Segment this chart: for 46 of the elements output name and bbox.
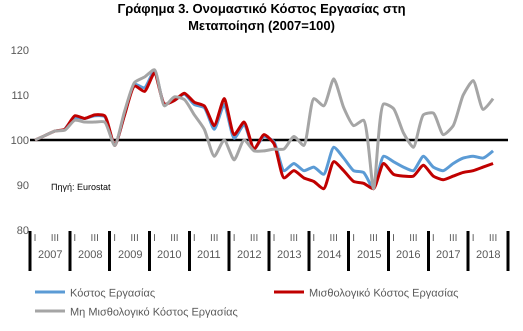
x-tick-label: I [432,233,435,244]
legend-label: Μισθολογικό Κόστος Εργασίας [309,287,458,300]
text: 2010 [157,249,182,261]
x-tick-label: III [488,233,498,244]
text: 2016 [396,249,420,261]
x-tick-label: III [449,233,458,244]
legend-label: Μη Μισθολογικό Κόστος Εργασίας [70,306,238,318]
x-tick-label: III [409,233,418,244]
x-tick-label: III [170,233,179,244]
x-tick-label: I [153,233,156,244]
text: 2013 [277,249,302,261]
x-tick-label: I [472,233,475,244]
x-tick-label: I [73,233,76,244]
x-tick-label: III [369,233,378,244]
y-tick-label: 110 [11,90,29,102]
text: 2017 [436,249,460,261]
legend-label: Κόστος Εργασίας [70,287,156,300]
y-tick-label: 120 [10,44,29,57]
annotation: Πηγή: Eurostat [51,182,112,192]
x-tick-label: III [50,233,60,244]
y-tick-label: 80 [16,224,29,237]
x-tick-label: III [90,233,99,244]
text: 2012 [237,249,262,261]
x-tick-label: III [210,233,218,244]
x-tick-label: I [312,233,316,244]
text: 2011 [197,249,221,261]
x-tick-label: III [250,233,258,244]
chart-title: Γράφημα 3. Ονομαστικό Κόστος Εργασίας στη Μεταποίηση (2007=100) [117,1,406,34]
text: 2008 [78,249,102,261]
x-tick-label: I [392,233,395,244]
text: 2018 [476,249,500,261]
x-tick-label: I [352,233,356,244]
y-tick-label: 100 [10,134,29,147]
x-tick-label: III [330,233,338,244]
x-tick-label: I [232,233,236,244]
text: 2007 [38,249,62,261]
x-tick-label: I [272,233,276,244]
x-tick-label: III [290,233,298,244]
text: 2014 [317,249,342,261]
text: 2009 [118,249,142,261]
x-tick-label: I [34,233,36,244]
x-tick-label: III [130,233,139,244]
x-tick-label: I [113,233,116,244]
x-tick-label: I [192,233,196,244]
text: 2015 [357,249,382,261]
y-tick-label: 90 [16,180,29,192]
